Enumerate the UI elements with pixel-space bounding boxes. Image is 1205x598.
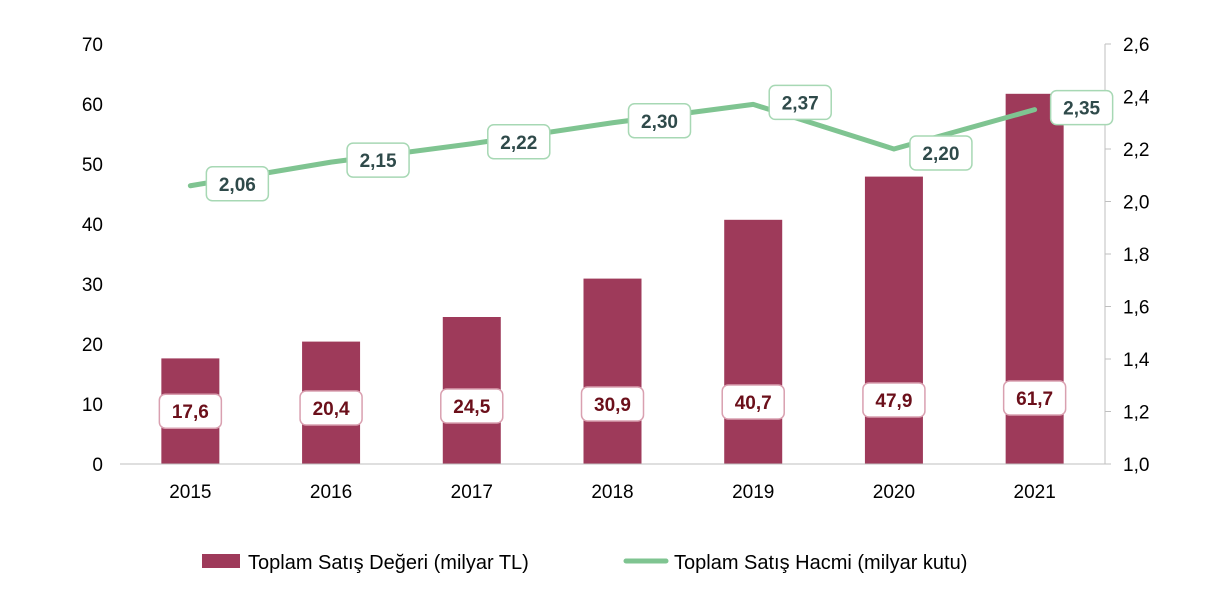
bar-data-label: 61,7: [1016, 389, 1053, 410]
line-label-box: [205, 166, 270, 202]
bar-label-box: [440, 388, 504, 424]
left-tick-label: 60: [82, 95, 103, 116]
bar-data-label: 20,4: [313, 399, 350, 420]
left-tick-label: 70: [82, 35, 103, 56]
bar-label-box: [158, 393, 223, 429]
bar-2019: [724, 219, 783, 464]
x-axis-labels: 2015 2016 2017 2018 2019 2020 2021: [169, 482, 1056, 503]
right-tick-label: 1,0: [1123, 455, 1149, 476]
bar-label-box: [580, 386, 645, 422]
legend: Toplam Satış Değeri (milyar TL) Toplam Sa…: [202, 552, 967, 574]
line-data-label: 2,37: [782, 93, 819, 114]
x-tick-label: 2017: [451, 482, 493, 503]
right-tick-label: 2,4: [1123, 88, 1150, 109]
bar-2020: [864, 176, 923, 464]
line-label-box: [768, 84, 832, 121]
left-tick-label: 40: [82, 215, 103, 236]
bar-data-labels: 17,6 20,4 24,5 30,9 40,7 47,9 61,7: [158, 380, 1067, 429]
bar-series: [161, 93, 1064, 465]
right-tick-label: 2,6: [1123, 35, 1149, 56]
bar-label-box: [862, 382, 926, 418]
line-label-box: [1049, 89, 1114, 126]
line-label-box: [487, 124, 551, 160]
right-tick-label: 1,6: [1123, 298, 1149, 319]
left-tick-label: 20: [82, 335, 103, 356]
bar-2018: [583, 278, 642, 464]
legend-label-bar: Toplam Satış Değeri (milyar TL): [248, 552, 529, 574]
bar-label-box: [1002, 380, 1067, 416]
bar-data-label: 47,9: [875, 391, 912, 412]
x-tick-label: 2016: [310, 482, 352, 503]
x-tick-label: 2020: [873, 482, 915, 503]
x-tick-label: 2019: [732, 482, 774, 503]
line-label-box: [909, 135, 973, 171]
bar-data-label: 40,7: [735, 393, 772, 414]
line-data-label: 2,22: [500, 133, 537, 154]
line-data-label: 2,35: [1063, 99, 1100, 120]
x-tick-label: 2021: [1014, 482, 1056, 503]
line-data-label: 2,30: [641, 112, 678, 133]
line-data-label: 2,06: [219, 175, 256, 196]
bar-data-label: 30,9: [594, 395, 631, 416]
right-tick-label: 2,2: [1123, 140, 1149, 161]
right-tick-label: 1,2: [1123, 403, 1149, 424]
x-tick-label: 2018: [591, 482, 633, 503]
legend-swatch-bar: [202, 554, 240, 568]
left-tick-label: 50: [82, 155, 103, 176]
bar-data-label: 24,5: [453, 397, 490, 418]
line-series: [187, 101, 1038, 189]
line-data-label: 2,15: [360, 151, 397, 172]
right-tick-label: 1,8: [1123, 245, 1149, 266]
right-tick-label: 2,0: [1123, 193, 1149, 214]
left-tick-label: 0: [92, 455, 103, 476]
right-axis-ticks: 1,0 1,2 1,4 1,6 1,8 2,0 2,2 2,4 2,6: [1105, 35, 1150, 476]
left-tick-label: 10: [82, 395, 103, 416]
bar-data-label: 17,6: [172, 402, 209, 423]
legend-label-line: Toplam Satış Hacmi (milyar kutu): [674, 552, 967, 574]
bar-label-box: [299, 390, 363, 426]
line-label-box: [627, 103, 692, 139]
bar-label-box: [721, 384, 785, 420]
right-tick-label: 1,4: [1123, 350, 1150, 371]
line-data-labels: 2,06 2,15 2,22 2,30 2,37 2,20 2,35: [205, 84, 1114, 202]
line-label-box: [346, 142, 410, 178]
left-axis-ticks: 0 10 20 30 40 50 60 70: [82, 35, 103, 476]
left-tick-label: 30: [82, 275, 103, 296]
x-tick-label: 2015: [169, 482, 211, 503]
line-data-label: 2,20: [922, 144, 959, 165]
